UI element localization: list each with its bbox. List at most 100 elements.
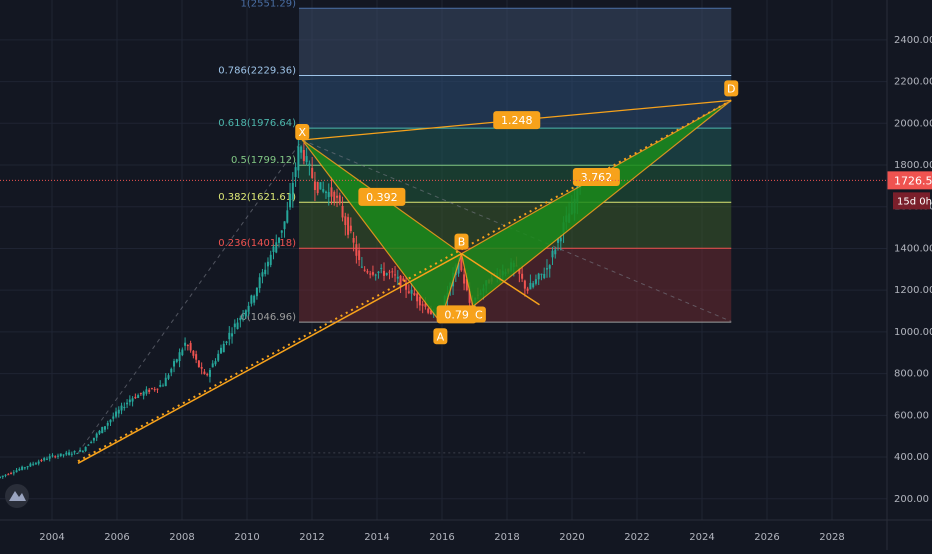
candle-body (534, 279, 537, 284)
fib-level-label: 0.618(1976.64) (218, 118, 296, 129)
candle-body (551, 250, 554, 258)
pattern-point-label[interactable]: D (727, 82, 735, 95)
pattern-point-label[interactable]: C (475, 308, 483, 321)
time-tick-label: 2024 (689, 532, 714, 543)
candle-body (231, 333, 234, 337)
candle-body (236, 322, 239, 330)
ratio-label-box[interactable] (358, 187, 406, 206)
candle-body (324, 191, 327, 193)
candle-body (518, 268, 521, 274)
candle-body (54, 456, 57, 458)
candle-body (126, 402, 129, 405)
ratio-label-box[interactable] (436, 305, 477, 324)
candle-body (330, 187, 333, 197)
pattern-point-marker[interactable] (433, 328, 448, 345)
candle-body (134, 396, 137, 399)
candle-body (23, 467, 26, 469)
fib-zone (299, 8, 732, 76)
time-tick-label: 2014 (364, 532, 389, 543)
candle-body (278, 237, 281, 243)
candle-body (352, 238, 355, 243)
candle-body (355, 244, 358, 256)
support-trend-line[interactable] (77, 253, 462, 464)
ratio-label[interactable]: 1.248 (501, 114, 533, 127)
pattern-point-label[interactable]: A (437, 330, 445, 343)
candle-body (377, 271, 380, 274)
ratio-label-box[interactable] (572, 168, 620, 187)
candle-body (289, 193, 292, 208)
time-tick-label: 2006 (104, 532, 129, 543)
ratio-label[interactable]: 0.392 (366, 191, 398, 204)
candle-body (142, 391, 145, 396)
pattern-point-marker[interactable] (724, 80, 739, 97)
candle-body (128, 399, 131, 403)
candle-body (175, 359, 178, 362)
candle-body (559, 237, 562, 242)
candle-body (363, 269, 366, 271)
price-axis[interactable]: 2400.002200.002000.001800.001600.001400.… (887, 0, 932, 550)
pattern-point-label[interactable]: X (298, 126, 306, 139)
time-tick-label: 2016 (429, 532, 454, 543)
price-tick-label: 1800.00 (894, 160, 932, 171)
candle-body (76, 453, 79, 455)
candle-body (57, 455, 60, 457)
candle-body (65, 452, 68, 455)
candle-body (421, 304, 424, 306)
candle-body (402, 278, 405, 281)
pattern-point-marker[interactable] (454, 233, 469, 250)
candle-body (457, 262, 460, 274)
tradingview-logo-icon[interactable] (5, 484, 29, 508)
candle-body (220, 347, 222, 354)
candle-body (294, 167, 297, 177)
pattern-point-label[interactable]: B (458, 236, 466, 249)
candle-body (208, 370, 211, 377)
candle-body (225, 341, 228, 343)
candle-body (255, 287, 258, 297)
candle-body (338, 195, 341, 204)
candle-body (261, 272, 264, 277)
candle-body (0, 476, 1, 478)
ratio-label-box[interactable] (493, 111, 541, 130)
candle-body (545, 268, 548, 270)
candle-body (543, 274, 546, 279)
ratio-label[interactable]: 0.79 (444, 308, 469, 321)
candle-body (21, 466, 24, 470)
candle-body (37, 461, 40, 464)
pattern-point-marker[interactable] (471, 306, 486, 323)
price-tick-label: 1400.00 (894, 243, 932, 254)
candle-body (250, 295, 253, 304)
candle-body (159, 385, 162, 387)
support-trend-line-dotted[interactable] (77, 99, 732, 463)
candle-body (371, 272, 374, 275)
candle-body (269, 254, 272, 265)
candle-body (106, 422, 109, 426)
candle-body (167, 375, 170, 379)
trend-line-dashed (77, 139, 303, 454)
pattern-point-marker[interactable] (295, 123, 310, 140)
candle-body (382, 270, 385, 276)
price-axis-bg (887, 0, 932, 550)
time-tick-label: 2018 (494, 532, 519, 543)
candle-body (291, 182, 294, 200)
candle-body (222, 343, 225, 353)
candle-body (195, 354, 198, 360)
candle-body (394, 274, 397, 276)
price-tick-label: 2400.00 (894, 35, 932, 46)
candle-body (468, 289, 471, 303)
candles (0, 139, 582, 479)
ratio-label[interactable]: 3.762 (581, 171, 613, 184)
candle-body (349, 225, 352, 232)
candle-body (305, 156, 308, 163)
candle-body (12, 472, 15, 474)
pattern-extension-line[interactable] (461, 253, 540, 306)
candle-body (405, 282, 408, 290)
candle-body (396, 276, 399, 279)
candle-body (170, 368, 173, 373)
candle-body (217, 353, 220, 361)
candle-body (424, 303, 427, 307)
candle-body (297, 146, 300, 171)
candle-body (537, 273, 540, 280)
